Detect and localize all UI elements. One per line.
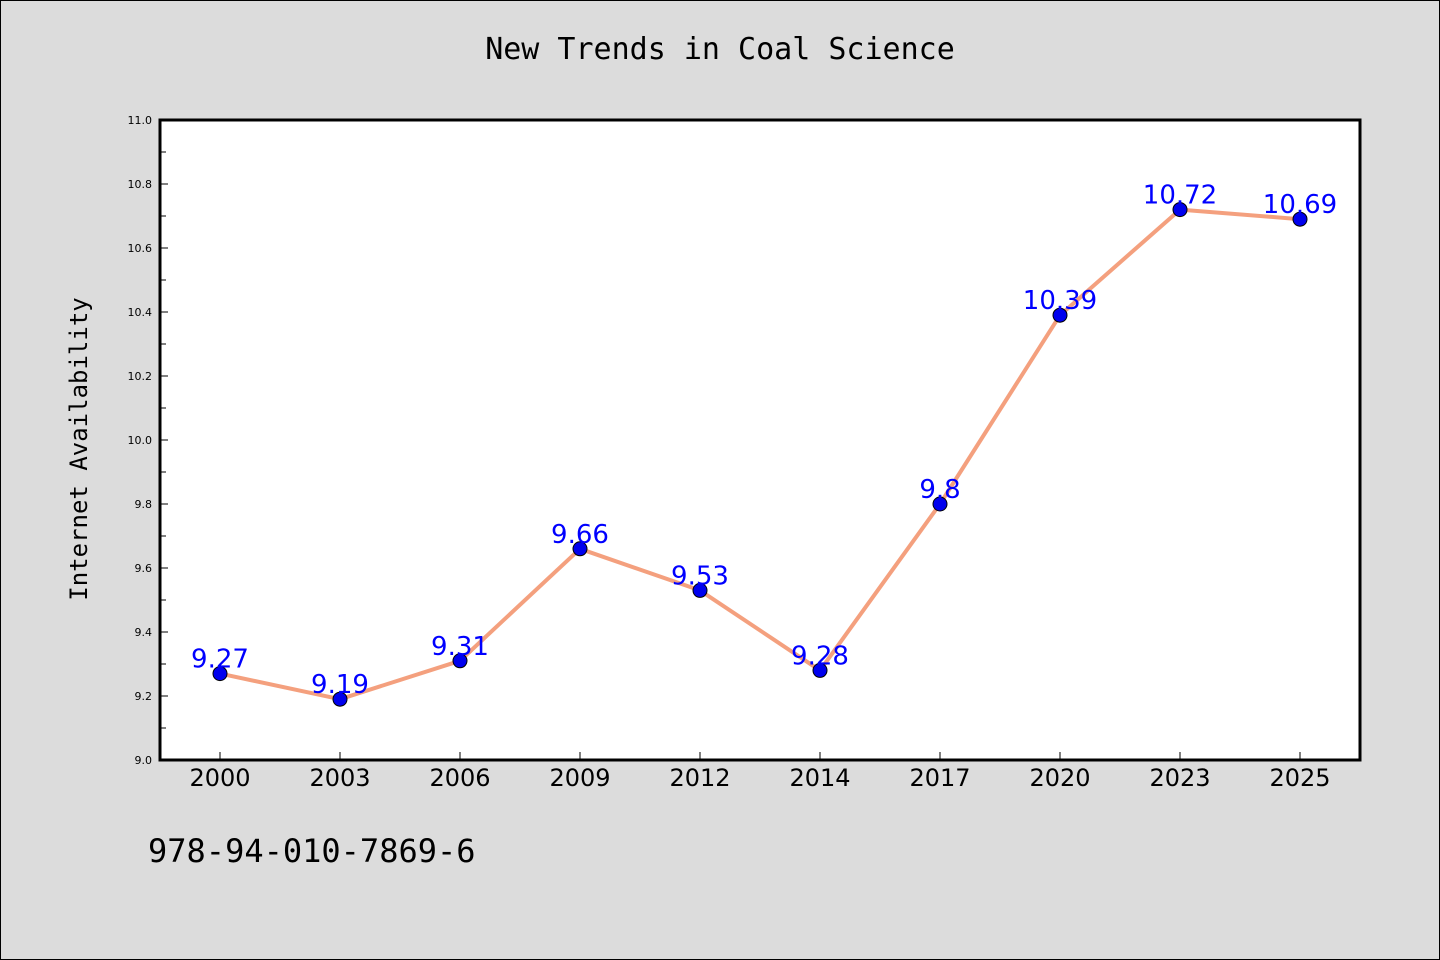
y-tick-label: 10.8 [128,178,153,191]
y-tick-label: 10.6 [128,242,153,255]
y-tick-label: 10.4 [128,306,153,319]
y-tick-label: 9.4 [135,626,153,639]
data-point [1052,307,1068,323]
x-axis: 2000 2003 2006 2009 2012 2014 2017 2020 2023 2025 [189,752,1331,792]
y-axis-label: Internet Availability [65,297,93,600]
x-tick-label: 2000 [189,764,250,792]
data-label: 9.53 [671,561,729,591]
x-tick-label: 2006 [429,764,490,792]
x-tick-label: 2003 [309,764,370,792]
x-tick-label: 2023 [1149,764,1210,792]
data-label: 10.39 [1023,286,1097,316]
data-point [452,653,468,669]
isbn-text: 978-94-010-7869-6 [148,832,476,870]
data-point [332,691,348,707]
y-tick-label: 9.0 [135,754,153,767]
y-tick-label: 11.0 [128,114,153,127]
x-tick-label: 2020 [1029,764,1090,792]
data-point [212,666,228,682]
data-point [812,662,828,678]
data-label: 9.27 [191,645,249,675]
x-tick-label: 2014 [789,764,850,792]
data-point [572,541,588,557]
x-tick-label: 2017 [909,764,970,792]
data-point [1172,202,1188,218]
data-label: 10.69 [1263,190,1337,220]
data-label: 9.28 [791,641,849,671]
data-label: 10.72 [1143,181,1217,211]
y-tick-label: 9.2 [135,690,153,703]
y-tick-label: 9.8 [135,498,153,511]
data-point [692,582,708,598]
series-line [219,207,1301,702]
y-tick-label: 9.6 [135,562,153,575]
y-tick-label: 10.0 [128,434,153,447]
data-label: 9.19 [311,670,369,700]
data-point [932,496,948,512]
x-tick-label: 2012 [669,764,730,792]
data-point [1292,211,1308,227]
y-axis: 9.0 9.2 9.4 9.6 9.8 10.0 10.2 10.4 10.6 10.8 11.0 [128,114,168,767]
x-tick-label: 2009 [549,764,610,792]
chart-title: New Trends in Coal Science [485,32,955,67]
data-label: 9.31 [431,632,489,662]
x-tick-label: 2025 [1269,764,1330,792]
data-label: 9.66 [551,520,609,550]
data-label: 9.8 [919,475,960,505]
y-tick-label: 10.2 [128,370,153,383]
series-layer: 9.27 9.19 9.31 9.66 9.53 9.28 9.8 10.39 10.72 10.… [191,181,1337,707]
